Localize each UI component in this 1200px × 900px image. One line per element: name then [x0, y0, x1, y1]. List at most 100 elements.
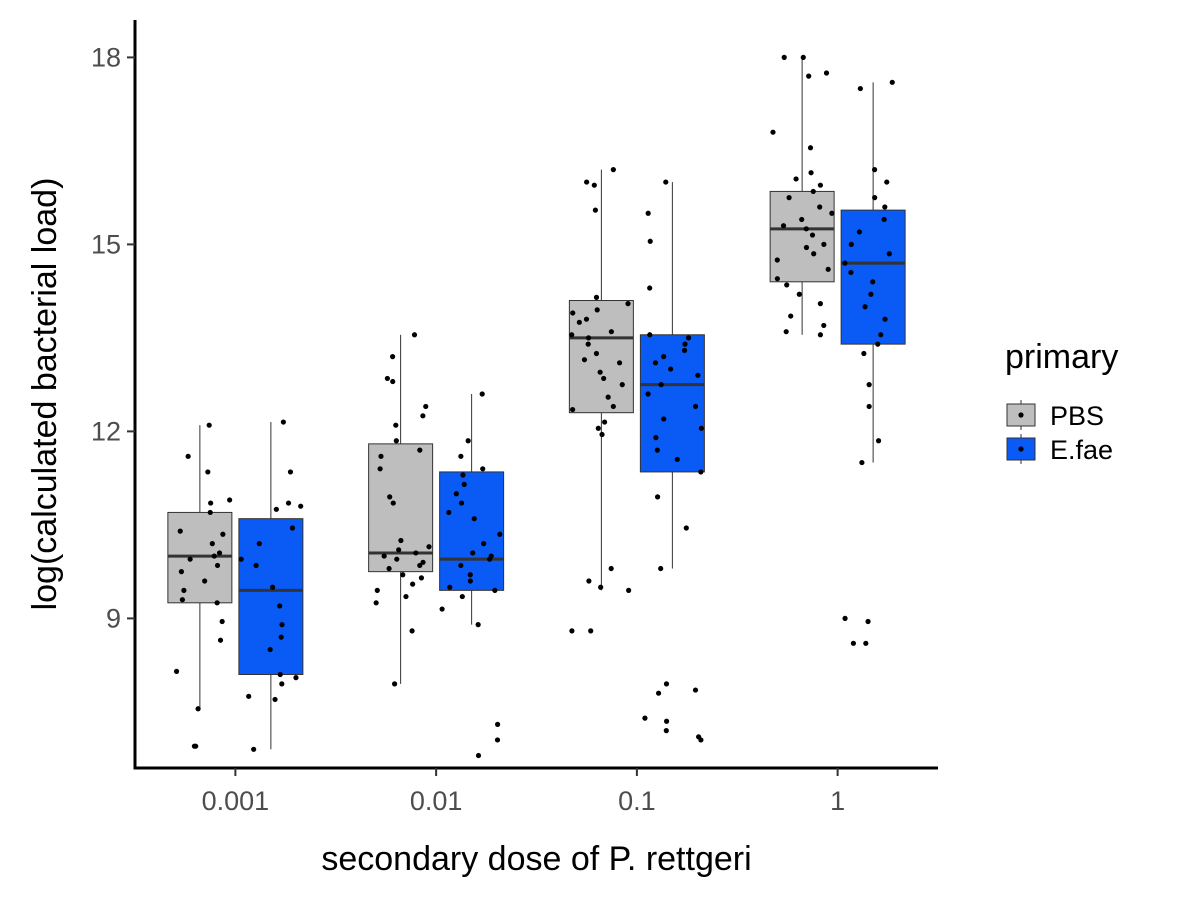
- data-point: [214, 562, 221, 569]
- data-point: [788, 313, 794, 319]
- data-point: [216, 550, 223, 556]
- data-point: [810, 188, 816, 195]
- data-point: [598, 584, 604, 590]
- data-point: [206, 422, 212, 428]
- data-point: [410, 581, 416, 587]
- y-tick-label: 15: [91, 229, 121, 259]
- data-point: [882, 204, 888, 210]
- data-point: [219, 618, 225, 625]
- data-point: [576, 319, 582, 325]
- data-point: [592, 207, 598, 213]
- data-point: [625, 301, 631, 307]
- data-point: [386, 565, 392, 572]
- plot-area: [167, 54, 906, 759]
- outlier-point: [692, 687, 699, 693]
- box: [439, 471, 505, 591]
- data-point: [394, 556, 400, 562]
- data-point: [817, 301, 823, 307]
- legend-label: E.fae: [1050, 435, 1113, 465]
- data-point: [211, 553, 217, 559]
- outlier-point: [863, 640, 869, 646]
- data-point: [848, 269, 854, 276]
- box: [568, 300, 634, 414]
- outlier-point: [663, 718, 670, 724]
- data-point: [583, 316, 590, 322]
- data-point: [413, 550, 419, 556]
- data-point: [825, 266, 831, 272]
- data-point: [601, 375, 607, 382]
- data-point: [458, 500, 465, 506]
- data-point: [682, 341, 688, 347]
- x-ticks: 0.001 0.01 0.1 1: [202, 768, 845, 816]
- data-point: [569, 332, 575, 338]
- data-point: [177, 528, 183, 534]
- data-point: [181, 587, 187, 593]
- data-point: [453, 491, 459, 497]
- data-point: [599, 431, 605, 438]
- data-point: [420, 413, 426, 419]
- data-point: [821, 241, 827, 247]
- data-point: [246, 693, 252, 699]
- data-point: [285, 500, 292, 506]
- data-point: [585, 335, 592, 341]
- data-point: [479, 391, 485, 397]
- data-point: [605, 394, 611, 400]
- x-tick-label: 0.01: [410, 786, 463, 816]
- data-point: [217, 637, 224, 643]
- data-point: [780, 223, 787, 229]
- data-point: [420, 559, 426, 565]
- data-point: [619, 382, 625, 388]
- y-ticks: 9 12 15 18: [91, 42, 135, 633]
- legend-key-point: [1018, 446, 1024, 452]
- data-point: [886, 251, 892, 257]
- data-point: [698, 425, 704, 431]
- data-point: [647, 285, 653, 291]
- data-point: [823, 70, 830, 76]
- data-point: [808, 170, 814, 176]
- data-point: [770, 129, 776, 135]
- data-point: [267, 646, 273, 653]
- data-point: [481, 541, 487, 547]
- data-point: [374, 587, 380, 593]
- data-point: [207, 509, 213, 516]
- data-point: [396, 547, 402, 553]
- data-point: [809, 232, 816, 238]
- data-point: [817, 332, 824, 338]
- data-point: [393, 422, 399, 428]
- outlier-point: [193, 743, 199, 749]
- data-point: [214, 600, 220, 606]
- data-point: [458, 562, 464, 569]
- data-point: [277, 671, 283, 678]
- data-point: [681, 347, 688, 353]
- data-point: [272, 696, 278, 703]
- data-point: [480, 466, 486, 472]
- data-point: [187, 556, 193, 562]
- data-point: [178, 569, 185, 575]
- outlier-point: [842, 615, 848, 622]
- data-point: [279, 681, 285, 687]
- data-point: [878, 332, 884, 338]
- data-point: [298, 503, 304, 509]
- outlier-point: [475, 752, 482, 759]
- data-point: [884, 179, 890, 185]
- data-point: [470, 550, 476, 556]
- data-point: [862, 304, 868, 310]
- legend-title: primary: [1005, 338, 1118, 376]
- data-point: [256, 541, 262, 547]
- data-point: [497, 531, 503, 537]
- data-point: [373, 600, 379, 606]
- data-point: [875, 341, 881, 347]
- points-e-fae: [238, 79, 895, 759]
- points-pbs: [173, 54, 835, 749]
- data-point: [403, 593, 409, 600]
- data-point: [698, 469, 704, 475]
- data-point: [857, 85, 863, 92]
- data-point: [461, 481, 467, 487]
- legend-key-e-fae: [1006, 434, 1036, 464]
- data-point: [591, 182, 597, 188]
- data-point: [487, 556, 493, 562]
- data-point: [202, 578, 208, 584]
- data-point: [417, 562, 423, 569]
- legend-key-point: [1018, 412, 1024, 418]
